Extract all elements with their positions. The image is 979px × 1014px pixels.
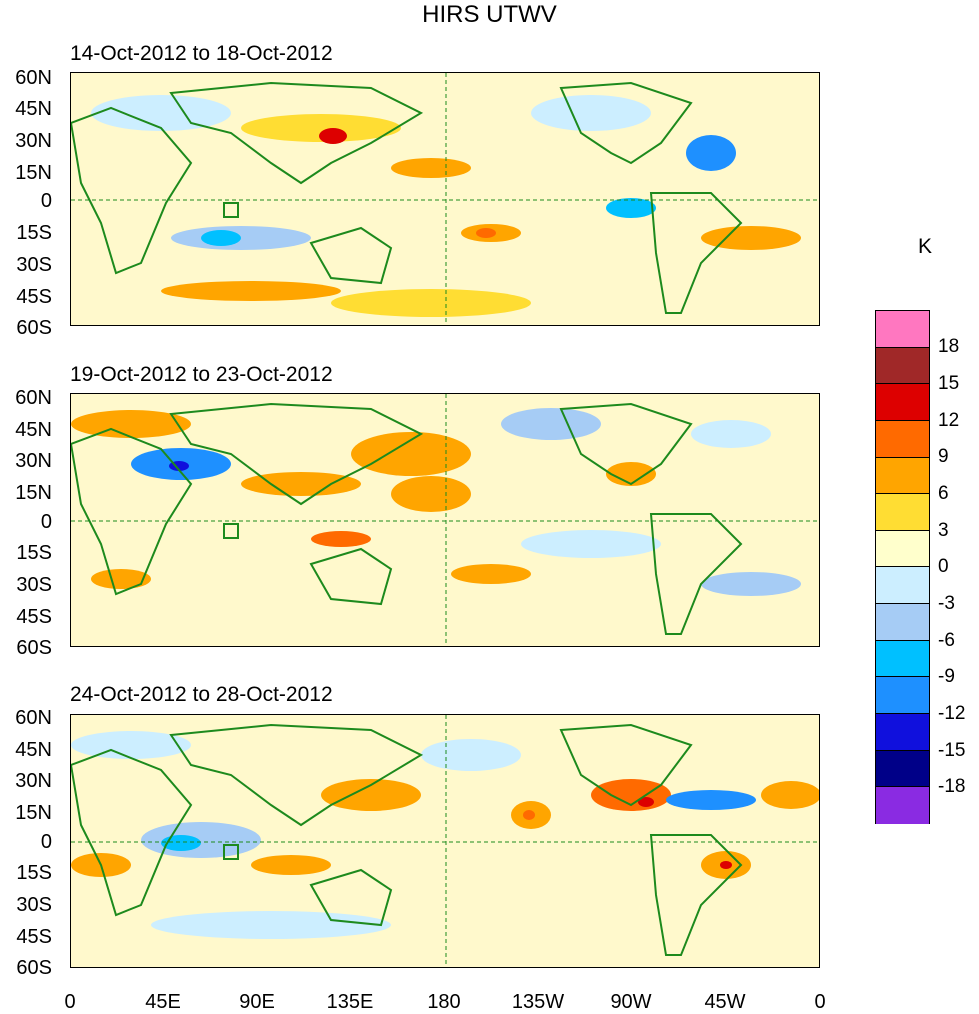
panel-1-ytick: 15S bbox=[16, 222, 52, 244]
panel-3-ytick: 30S bbox=[16, 894, 52, 916]
colorbar-tick-label: 0 bbox=[938, 556, 949, 577]
panel-1-ytick: 30N bbox=[15, 130, 52, 152]
panel-3-map bbox=[70, 714, 820, 968]
colorbar-tick-label: -12 bbox=[938, 703, 966, 724]
colorbar-tick-label: -3 bbox=[938, 593, 955, 614]
colorbar bbox=[875, 310, 930, 824]
panel-1-ytick: 30S bbox=[16, 254, 52, 276]
panel-2-ytick: 30S bbox=[16, 574, 52, 596]
colorbar-tick-label: -15 bbox=[938, 740, 966, 761]
colorbar-swatch bbox=[876, 677, 929, 714]
colorbar-tick-label: 9 bbox=[938, 446, 949, 467]
colorbar-swatch bbox=[876, 384, 929, 421]
x-tick-label: 90W bbox=[610, 991, 652, 1013]
x-tick-label: 180 bbox=[427, 991, 461, 1013]
panel-1-ytick: 60S bbox=[16, 317, 52, 339]
panel-2-ytick: 30N bbox=[15, 450, 52, 472]
panel-1-ytick: 0 bbox=[40, 190, 52, 212]
panel-2-ytick: 60S bbox=[16, 637, 52, 659]
x-tick-label: 135E bbox=[326, 991, 374, 1013]
colorbar-swatch bbox=[876, 604, 929, 641]
panel-3-ytick: 45N bbox=[15, 739, 52, 761]
colorbar-tick-label: -6 bbox=[938, 630, 955, 651]
colorbar-swatch bbox=[876, 787, 929, 824]
panel-3-ytick: 60N bbox=[15, 707, 52, 729]
panel-1-title: 14-Oct-2012 to 18-Oct-2012 bbox=[70, 42, 333, 65]
panel-3-ytick: 60S bbox=[16, 957, 52, 979]
panel-1-ytick: 45N bbox=[15, 98, 52, 120]
colorbar-swatch bbox=[876, 347, 929, 385]
panel-2-map bbox=[70, 393, 820, 647]
panel-2-ytick: 45N bbox=[15, 419, 52, 441]
panel-1-map bbox=[70, 72, 820, 326]
colorbar-tick-label: 18 bbox=[938, 336, 960, 357]
x-tick-label: 0 bbox=[814, 991, 826, 1013]
panel-3-ytick: 0 bbox=[40, 831, 52, 853]
colorbar-tick-label: 3 bbox=[938, 520, 949, 541]
colorbar-swatch bbox=[876, 750, 929, 788]
colorbar-swatch bbox=[876, 311, 929, 348]
colorbar-unit-label: K bbox=[918, 235, 933, 258]
figure-title: HIRS UTWV bbox=[422, 1, 557, 28]
colorbar-swatch bbox=[876, 567, 929, 604]
panel-2-ytick: 60N bbox=[15, 387, 52, 409]
x-tick-label: 45W bbox=[704, 991, 746, 1013]
panel-3-ytick: 45S bbox=[16, 926, 52, 948]
x-tick-label: 0 bbox=[64, 991, 76, 1013]
colorbar-swatch bbox=[876, 713, 929, 751]
panel-2-ytick: 0 bbox=[40, 511, 52, 533]
panel-1-ytick: 60N bbox=[15, 67, 52, 89]
colorbar-swatch bbox=[876, 530, 929, 568]
colorbar-tick-label: 15 bbox=[938, 373, 960, 394]
panel-2-ytick: 45S bbox=[16, 606, 52, 628]
panel-2-ytick: 15N bbox=[15, 482, 52, 504]
colorbar-swatch bbox=[876, 494, 929, 531]
x-tick-label: 45E bbox=[145, 991, 181, 1013]
panel-3-ytick: 15S bbox=[16, 862, 52, 884]
panel-3-title: 24-Oct-2012 to 28-Oct-2012 bbox=[70, 683, 333, 706]
colorbar-swatch bbox=[876, 640, 929, 678]
panel-2-ytick: 15S bbox=[16, 542, 52, 564]
panel-1-ytick: 45S bbox=[16, 286, 52, 308]
colorbar-tick-label: 6 bbox=[938, 483, 949, 504]
colorbar-swatch bbox=[876, 457, 929, 495]
panel-3-ytick: 30N bbox=[15, 770, 52, 792]
x-tick-label: 135W bbox=[511, 991, 565, 1013]
colorbar-tick-label: -18 bbox=[938, 776, 966, 797]
panel-3-ytick: 15N bbox=[15, 802, 52, 824]
colorbar-tick-label: -9 bbox=[938, 666, 955, 687]
colorbar-swatch bbox=[876, 420, 929, 458]
x-tick-label: 90E bbox=[239, 991, 275, 1013]
colorbar-tick-label: 12 bbox=[938, 410, 960, 431]
panel-1-ytick: 15N bbox=[15, 162, 52, 184]
panel-2-title: 19-Oct-2012 to 23-Oct-2012 bbox=[70, 363, 333, 386]
